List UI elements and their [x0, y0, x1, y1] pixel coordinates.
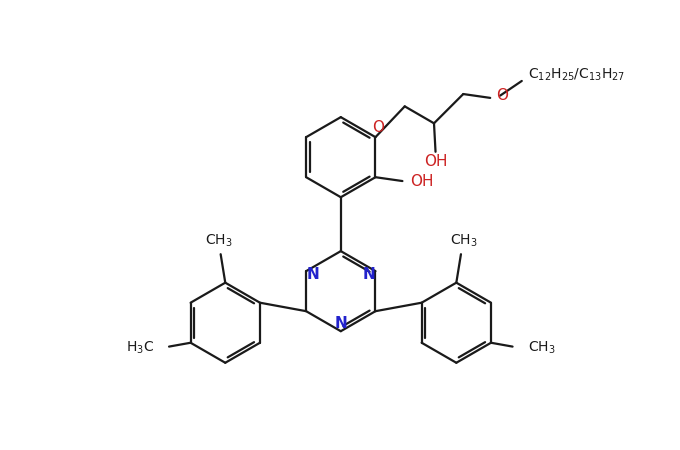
Text: OH: OH: [410, 174, 434, 189]
Text: OH: OH: [424, 154, 447, 169]
Text: N: N: [362, 267, 375, 283]
Text: O: O: [372, 121, 384, 135]
Text: O: O: [496, 88, 509, 103]
Text: CH$_3$: CH$_3$: [205, 232, 233, 248]
Text: C$_{12}$H$_{25}$/C$_{13}$H$_{27}$: C$_{12}$H$_{25}$/C$_{13}$H$_{27}$: [528, 67, 625, 83]
Text: CH$_3$: CH$_3$: [450, 232, 478, 248]
Text: H$_3$C: H$_3$C: [126, 340, 154, 356]
Text: CH$_3$: CH$_3$: [528, 340, 556, 356]
Text: N: N: [307, 267, 319, 283]
Text: N: N: [335, 316, 347, 331]
